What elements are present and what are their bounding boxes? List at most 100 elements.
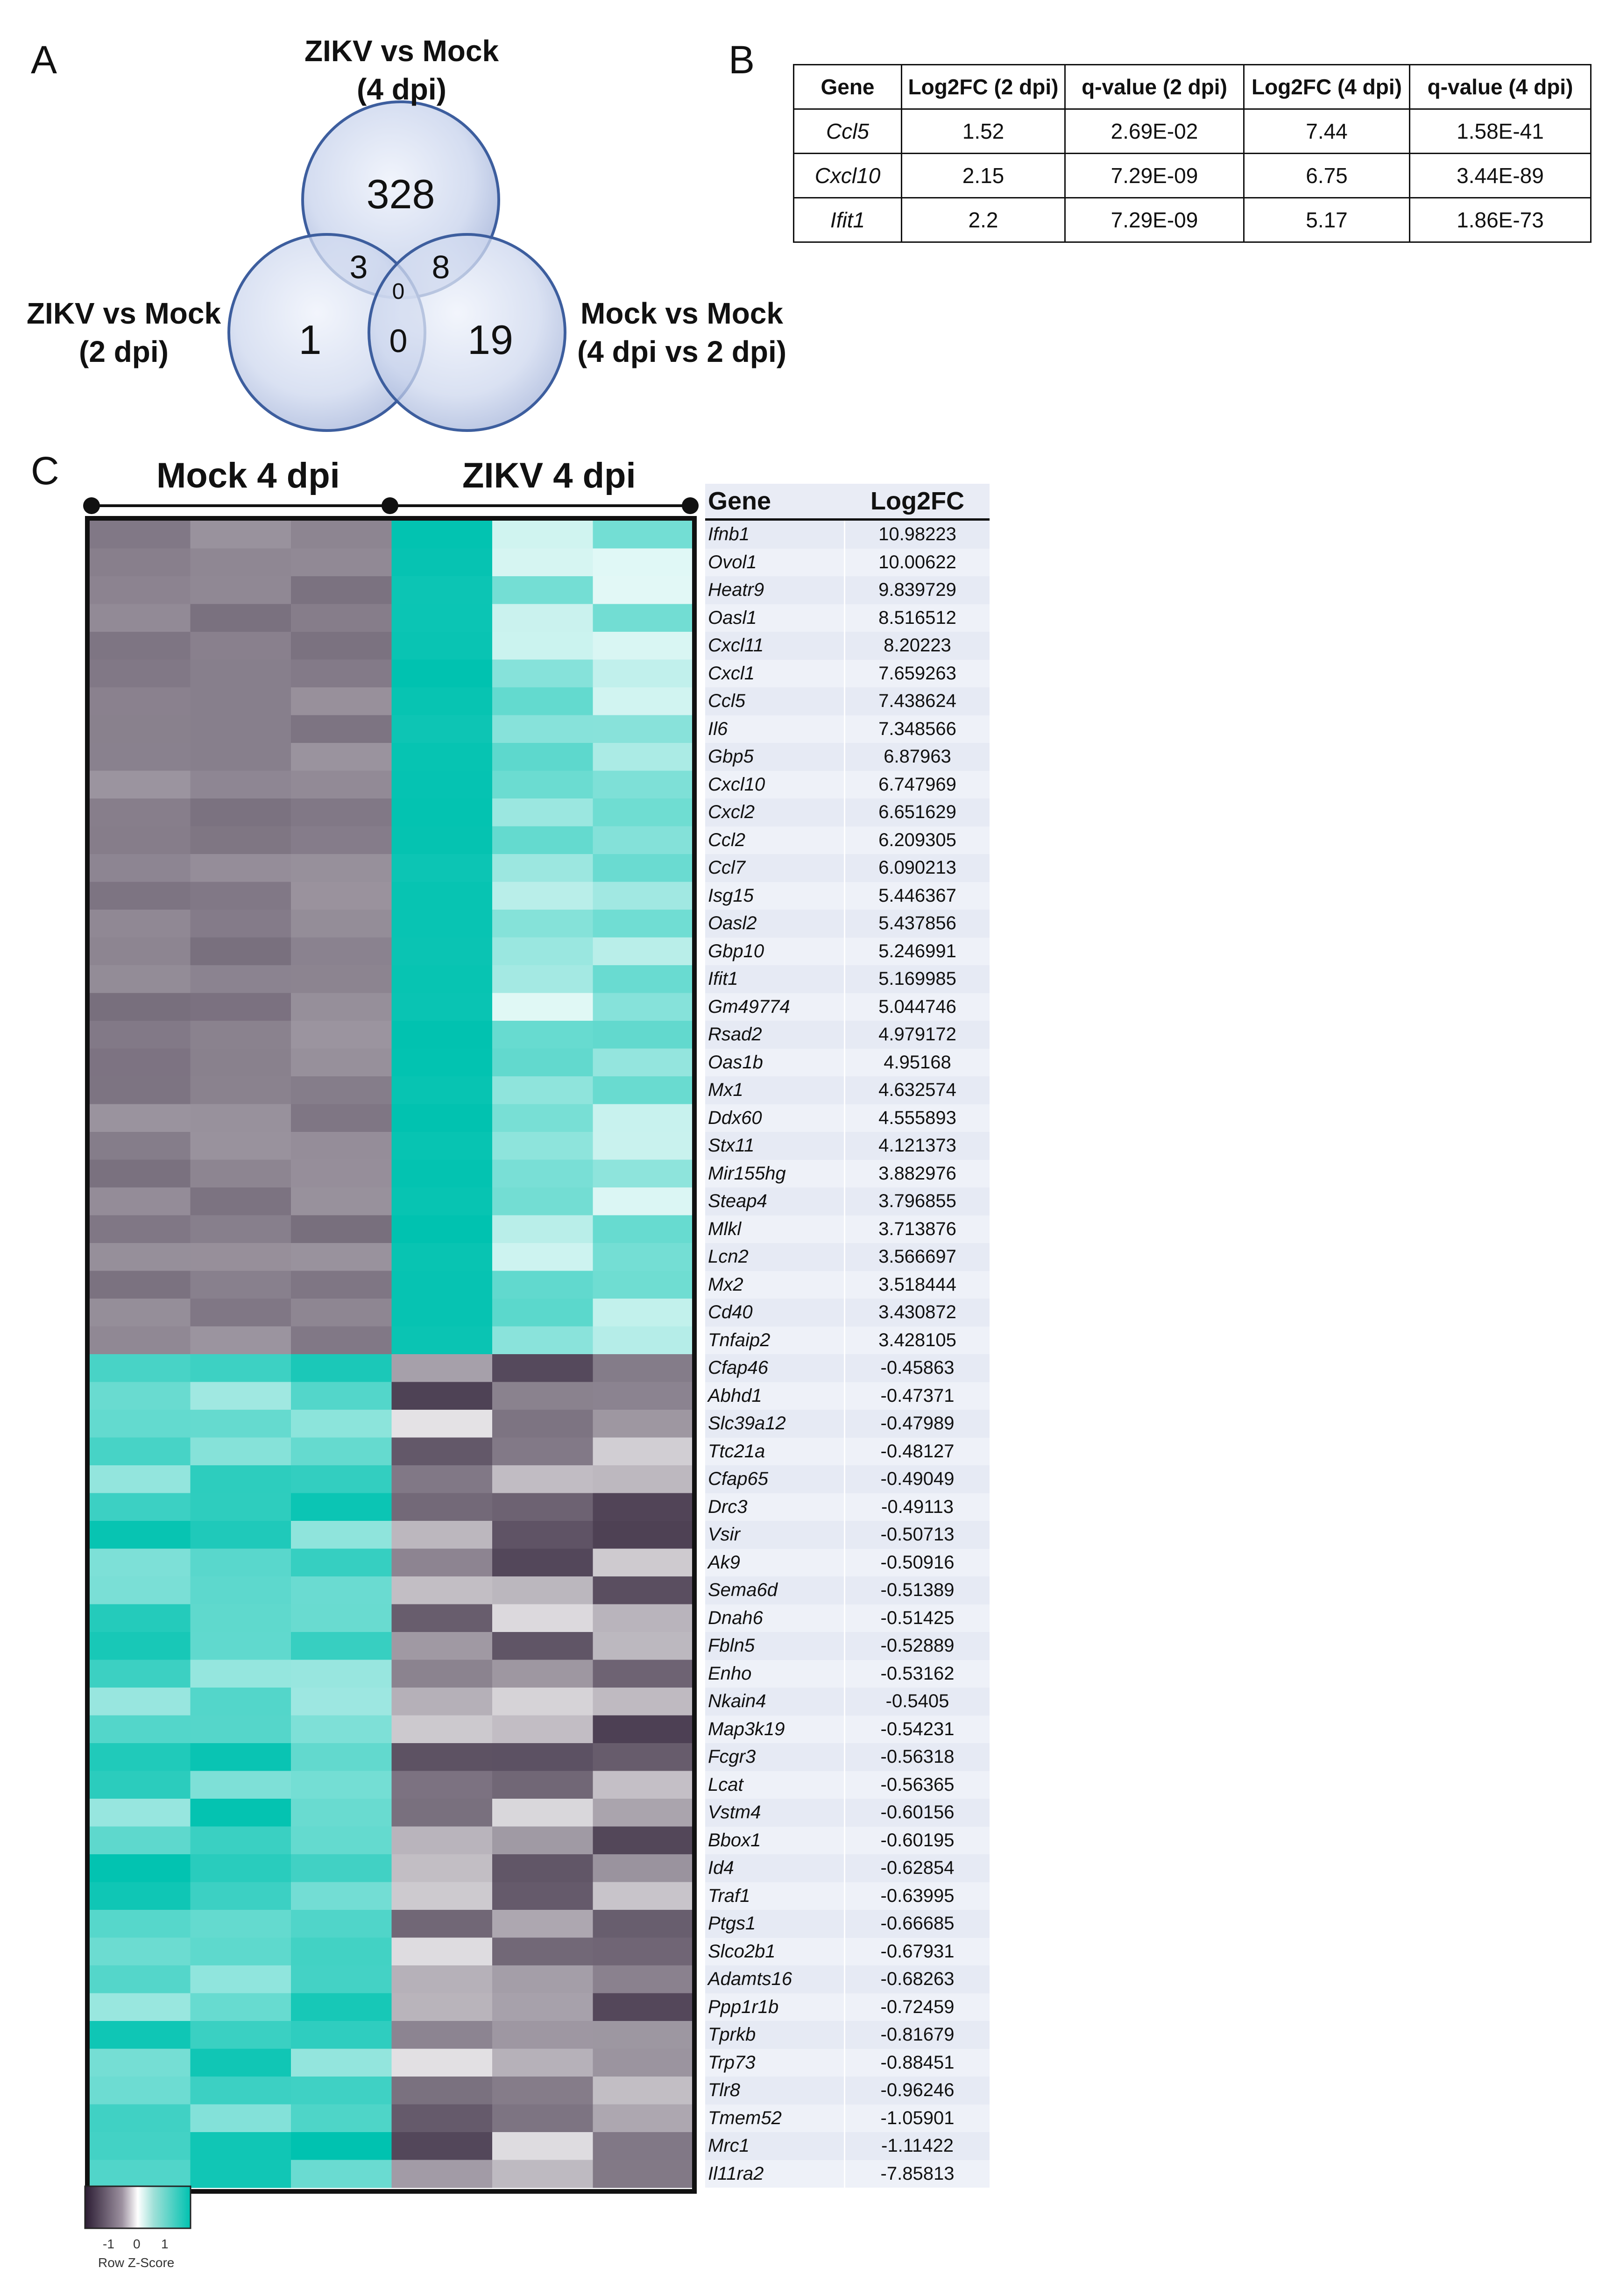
heatmap-cell [190, 1826, 291, 1855]
legend-label: Row Z-Score [98, 2255, 175, 2270]
heatmap-cell [492, 1493, 593, 1521]
gene-name: Tmem52 [705, 2104, 845, 2132]
gene-column-header: Gene [708, 487, 771, 515]
heatmap-cell [492, 1382, 593, 1410]
heatmap-cell [190, 1854, 291, 1882]
heatmap-cell [90, 1021, 191, 1049]
heatmap-cell [391, 1048, 493, 1077]
table-row: Oasl1 8.516512 [705, 604, 990, 632]
log2fc-value: -0.49049 [845, 1465, 990, 1493]
heatmap-cell [492, 2160, 593, 2188]
table-row: Heatr9 9.839729 [705, 576, 990, 604]
heatmap-cell [593, 1271, 694, 1299]
log2fc-value: 3.796855 [845, 1187, 990, 1215]
heatmap-cell [391, 1326, 493, 1355]
heatmap-cell [593, 993, 694, 1021]
heatmap-cell [391, 548, 493, 577]
heatmap-cell [190, 1799, 291, 1827]
heatmap-cell [391, 798, 493, 827]
heatmap-cell [90, 1910, 191, 1938]
gene-name: Mx2 [705, 1271, 845, 1299]
heatmap-cell [90, 1410, 191, 1438]
heatmap-cell [391, 1799, 493, 1827]
table-row: Ovol1 10.00622 [705, 548, 990, 576]
heatmap-cell [492, 687, 593, 715]
heatmap-cell [593, 1576, 694, 1604]
gene-name: Ccl7 [705, 854, 845, 882]
heatmap-cell [190, 1187, 291, 1215]
heatmap-cell [593, 576, 694, 604]
heatmap-cell [291, 1382, 392, 1410]
table-b-cell: Cxcl10 [793, 153, 902, 198]
heatmap-cell [593, 632, 694, 660]
gene-name: Enho [705, 1660, 845, 1688]
table-row: Cxcl2 6.651629 [705, 798, 990, 827]
table-row: Tlr8 -0.96246 [705, 2077, 990, 2105]
table-row: Ccl2 6.209305 [705, 826, 990, 854]
gene-name: Cxcl10 [705, 770, 845, 798]
heatmap-cell [593, 798, 694, 827]
heatmap-cell [593, 1493, 694, 1521]
log2fc-value: 4.632574 [845, 1076, 990, 1104]
heatmap-cell [593, 1437, 694, 1466]
table-b-cell: 2.15 [901, 153, 1066, 198]
heatmap-cell [492, 965, 593, 993]
heatmap-cell [391, 910, 493, 938]
heatmap-cell [291, 548, 392, 577]
table-b-cell: Ccl5 [793, 108, 902, 154]
heatmap-cell [190, 2021, 291, 2049]
heatmap-cell [391, 965, 493, 993]
log2fc-column-header: Log2FC [870, 487, 964, 515]
heatmap-cell [593, 1854, 694, 1882]
table-row: Ccl5 7.438624 [705, 687, 990, 715]
gene-name: Ifnb1 [705, 521, 845, 549]
log2fc-value: -0.63995 [845, 1882, 990, 1910]
heatmap-cell [291, 1410, 392, 1438]
log2fc-value: 5.246991 [845, 937, 990, 965]
heatmap-cell [391, 1493, 493, 1521]
log2fc-value: -0.67931 [845, 1937, 990, 1965]
table-row: Oas1b 4.95168 [705, 1048, 990, 1076]
heatmap-cell [593, 1132, 694, 1160]
heatmap-cell [190, 1632, 291, 1660]
heatmap-cell [391, 1854, 493, 1882]
heatmap-cell [190, 1215, 291, 1243]
heatmap-cell [593, 1076, 694, 1104]
heatmap-cell [291, 965, 392, 993]
heatmap-cell [492, 2104, 593, 2133]
heatmap-cell [391, 2132, 493, 2160]
heatmap-cell [291, 1688, 392, 1716]
heatmap-cell [391, 1076, 493, 1104]
gene-name: Ccl5 [705, 687, 845, 715]
table-b-header: Gene [793, 64, 902, 110]
heatmap-cell [90, 1660, 191, 1688]
heatmap-cell [90, 1715, 191, 1744]
table-b-cell: 1.58E-41 [1409, 108, 1592, 154]
gene-name: Id4 [705, 1854, 845, 1882]
heatmap-cell [190, 1548, 291, 1577]
gene-table-header: Gene Log2FC [705, 484, 990, 521]
gene-name: Traf1 [705, 1882, 845, 1910]
heatmap-cell [492, 1159, 593, 1188]
log2fc-value: -0.52889 [845, 1632, 990, 1660]
log2fc-value: -0.53162 [845, 1660, 990, 1688]
heatmap-cell [90, 882, 191, 910]
legend-tick: 1 [161, 2237, 169, 2251]
heatmap-cell [492, 2077, 593, 2105]
heatmap-cell [593, 1799, 694, 1827]
log2fc-value: -0.47371 [845, 1382, 990, 1410]
venn-title-left: ZIKV vs Mock (2 dpi) [26, 297, 221, 368]
gene-name: Steap4 [705, 1187, 845, 1215]
heatmap-cell [90, 1688, 191, 1716]
log2fc-value: -0.60195 [845, 1826, 990, 1854]
gene-name: Rsad2 [705, 1021, 845, 1049]
heatmap-cell [90, 1743, 191, 1771]
table-row: Slco2b1 -0.67931 [705, 1937, 990, 1965]
heatmap-cell [190, 548, 291, 577]
gene-name: Fbln5 [705, 1632, 845, 1660]
heatmap-cell [291, 1021, 392, 1049]
heatmap-cell [90, 2049, 191, 2077]
log2fc-value: 3.713876 [845, 1215, 990, 1243]
table-row: Mlkl 3.713876 [705, 1215, 990, 1243]
heatmap-cell [291, 854, 392, 882]
